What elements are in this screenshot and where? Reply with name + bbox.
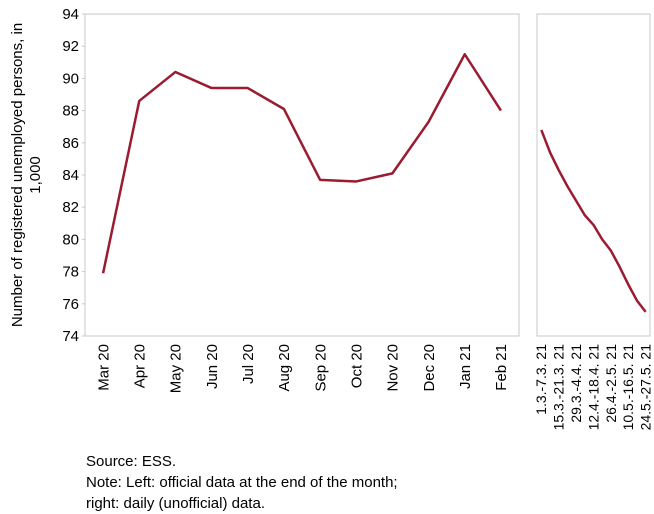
x-tick-label: Sep 20 <box>312 344 329 392</box>
plot-frame <box>84 13 520 337</box>
x-tick-label: 1.3.-7.3. 21 <box>533 344 549 415</box>
x-tick-label: May 20 <box>168 344 185 393</box>
x-tick-label: 10.5.-16.5. 21 <box>620 344 636 431</box>
x-tick-label: 12.4.-18.4. 21 <box>585 344 601 431</box>
x-tick-label: 26.4.-2.5. 21 <box>603 344 619 423</box>
y-tick-label: 94 <box>62 6 79 23</box>
x-tick-label: Jun 20 <box>204 344 221 389</box>
plot-frame <box>536 13 651 337</box>
y-axis-label: 1,000 <box>27 156 44 194</box>
y-tick-label: 82 <box>62 199 79 216</box>
x-tick-label: Nov 20 <box>385 344 402 392</box>
note: Note: Left: official data at the end of … <box>86 474 398 491</box>
x-tick-label: Apr 20 <box>132 344 149 388</box>
y-tick-label: 90 <box>62 70 79 87</box>
y-tick-label: 84 <box>62 167 79 184</box>
y-tick-label: 88 <box>62 103 79 120</box>
y-axis-label: Number of registered unemployed persons,… <box>9 23 26 327</box>
note: Source: ESS. <box>86 453 176 470</box>
x-tick-label: 15.3.-21.3. 21 <box>551 344 567 431</box>
y-tick-label: 80 <box>62 231 79 248</box>
y-tick-label: 76 <box>62 296 79 313</box>
y-tick-label: 74 <box>62 328 79 345</box>
x-tick-label: Jul 20 <box>240 344 257 384</box>
x-tick-label: Jan 21 <box>457 344 474 389</box>
x-tick-label: Oct 20 <box>349 344 366 388</box>
data-line <box>101 53 502 274</box>
y-tick-label: 78 <box>62 264 79 281</box>
x-tick-label: Aug 20 <box>276 344 293 392</box>
note: right: daily (unofficial) data. <box>86 495 265 512</box>
x-tick-label: Dec 20 <box>421 344 438 392</box>
y-tick-label: 86 <box>62 135 79 152</box>
x-tick-label: 29.3.-4.4. 21 <box>568 344 584 423</box>
y-tick-label: 92 <box>62 38 79 55</box>
x-tick-label: Mar 20 <box>95 344 112 391</box>
x-tick-label: Feb 21 <box>493 344 510 391</box>
x-tick-label: 24.5.-27.5. 21 <box>638 344 654 431</box>
data-line <box>540 129 647 313</box>
